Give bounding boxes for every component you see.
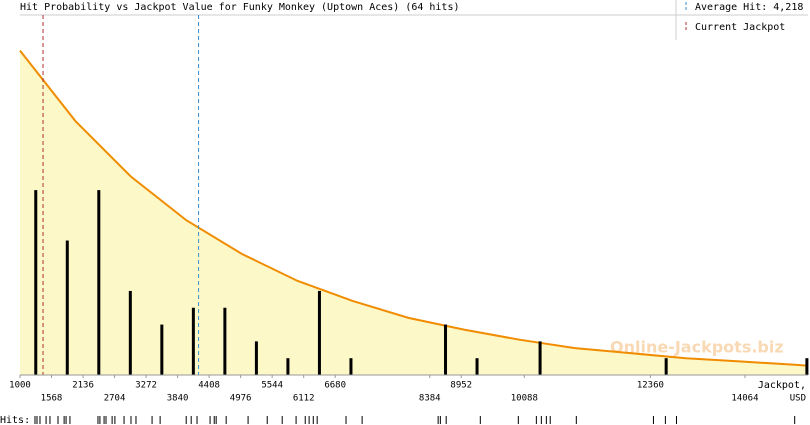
x-tick-label: 8384 (419, 394, 441, 404)
curve-line (19, 49, 809, 367)
bar (286, 358, 290, 375)
legend-label: Average Hit: 4,218 (695, 2, 803, 13)
bar (664, 358, 668, 375)
bar (254, 341, 258, 375)
legend-label: Current Jackpot (695, 22, 785, 33)
x-axis-label: USD (790, 394, 806, 404)
bar (805, 358, 809, 375)
bar (65, 240, 69, 375)
x-tick-label: 1568 (41, 394, 63, 404)
x-tick-label: 14064 (731, 394, 758, 404)
x-tick-label: 2136 (72, 381, 94, 391)
x-tick-label: 12360 (637, 381, 664, 391)
chart-title: Hit Probability vs Jackpot Value for Fun… (20, 2, 460, 13)
x-tick-label: 2704 (104, 394, 126, 404)
x-tick-label: 10088 (511, 394, 538, 404)
bar (538, 341, 542, 375)
x-tick-label: 6112 (293, 394, 315, 404)
x-tick-label: 8952 (450, 381, 472, 391)
watermark: Online-Jackpots.biz (610, 338, 784, 357)
bar (223, 307, 227, 375)
bar (444, 324, 448, 375)
x-tick-label: 6680 (324, 381, 346, 391)
x-axis-label: Jackpot, (758, 380, 806, 391)
bar (317, 290, 321, 375)
bar (128, 290, 132, 375)
x-tick-label: 4976 (230, 394, 252, 404)
bar (97, 190, 101, 375)
bar (34, 190, 38, 375)
x-tick-label: 1000 (9, 381, 31, 391)
x-tick-label: 4408 (198, 381, 220, 391)
bar (349, 358, 353, 375)
x-tick-label: 3840 (167, 394, 189, 404)
x-tick-label: 3272 (135, 381, 157, 391)
bar (160, 324, 164, 375)
bar (191, 307, 195, 375)
hits-label: Hits: (0, 415, 30, 425)
curve-area (20, 50, 808, 375)
bar (475, 358, 479, 375)
x-tick-label: 5544 (261, 381, 283, 391)
